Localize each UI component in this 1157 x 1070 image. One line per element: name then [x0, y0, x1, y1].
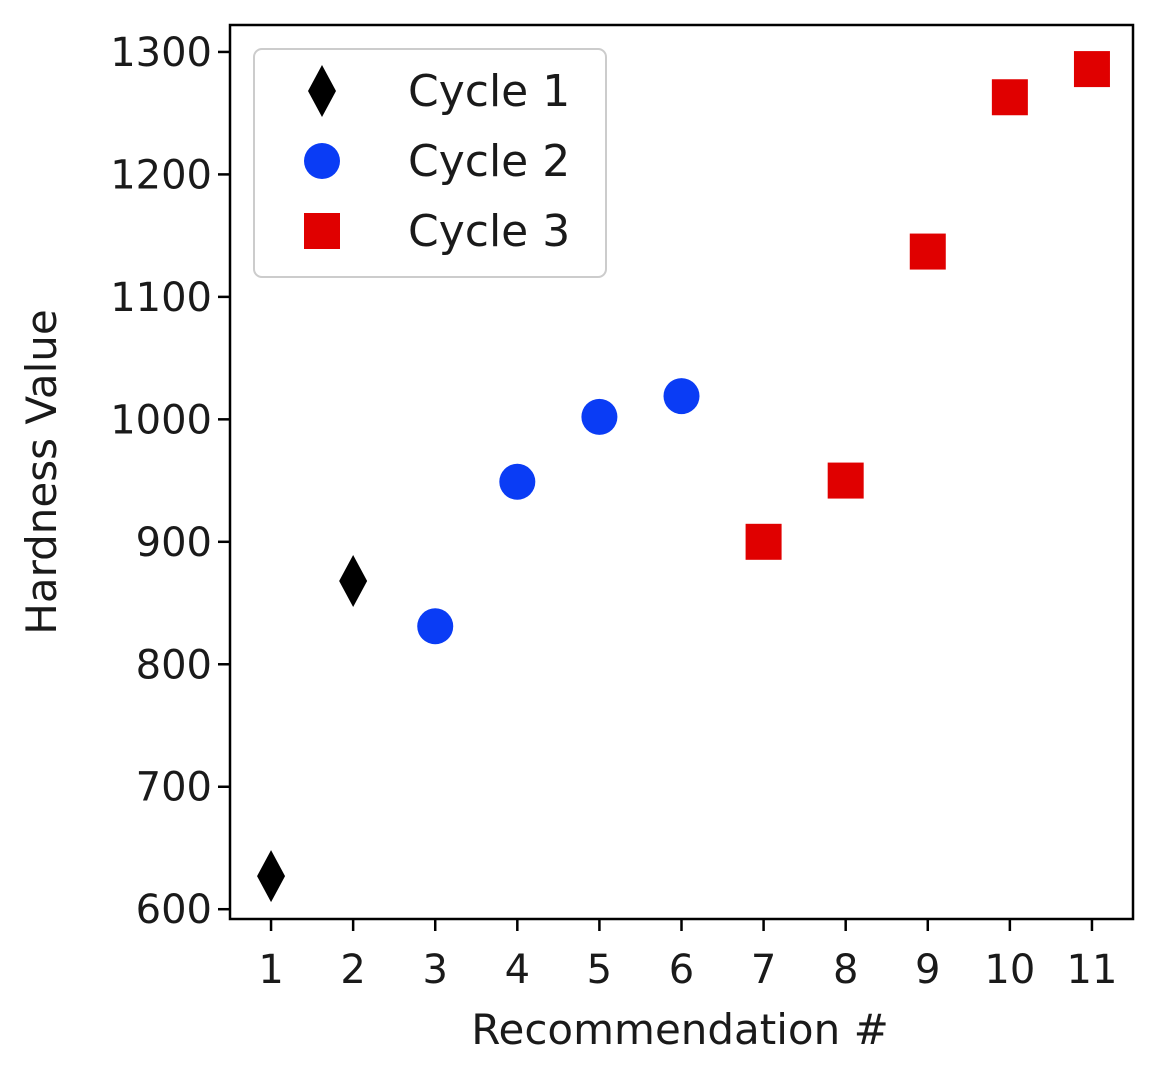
x-axis-ticks: 1 2 3 4 5 6 7 8 9 10 11 [258, 919, 1117, 993]
point-diamond [257, 850, 286, 903]
point-circle [499, 463, 536, 500]
point-square [745, 523, 782, 560]
y-tick-label: 900 [136, 520, 212, 566]
y-tick-label: 1200 [110, 152, 212, 198]
legend-marker-square [304, 213, 340, 249]
x-tick-label: 11 [1067, 947, 1118, 993]
point-diamond [339, 554, 368, 607]
y-tick-label: 700 [136, 765, 212, 811]
legend: Cycle 1 Cycle 2 Cycle 3 [253, 48, 607, 278]
point-square [827, 462, 864, 499]
point-circle [417, 608, 454, 645]
y-tick-label: 1000 [110, 397, 212, 443]
x-tick-label: 2 [340, 947, 365, 993]
y-tick-label: 1300 [110, 30, 212, 76]
x-tick-label: 10 [984, 947, 1035, 993]
y-tick-label: 600 [136, 887, 212, 933]
legend-label: Cycle 3 [408, 206, 570, 257]
y-axis-label: Hardness Value [17, 309, 66, 634]
y-axis-ticks: 600 700 800 900 1000 1100 1200 1300 [110, 30, 230, 933]
x-tick-label: 9 [915, 947, 940, 993]
point-square [1073, 51, 1110, 88]
legend-label: Cycle 1 [408, 66, 570, 117]
y-tick-label: 1100 [110, 275, 212, 321]
point-square [991, 79, 1028, 116]
point-square [909, 233, 946, 270]
x-tick-label: 3 [423, 947, 448, 993]
x-tick-label: 7 [751, 947, 776, 993]
x-tick-label: 4 [505, 947, 530, 993]
legend-box [253, 48, 607, 278]
legend-label: Cycle 2 [408, 136, 570, 187]
x-tick-label: 1 [258, 947, 283, 993]
data-points [257, 51, 1110, 903]
point-circle [581, 398, 618, 435]
x-tick-label: 8 [833, 947, 858, 993]
x-tick-label: 6 [669, 947, 694, 993]
x-tick-label: 5 [587, 947, 612, 993]
point-circle [663, 378, 700, 415]
legend-marker-diamond [308, 65, 336, 117]
x-axis-label: Recommendation # [471, 1005, 889, 1054]
y-tick-label: 800 [136, 642, 212, 688]
legend-marker-circle [304, 143, 340, 179]
